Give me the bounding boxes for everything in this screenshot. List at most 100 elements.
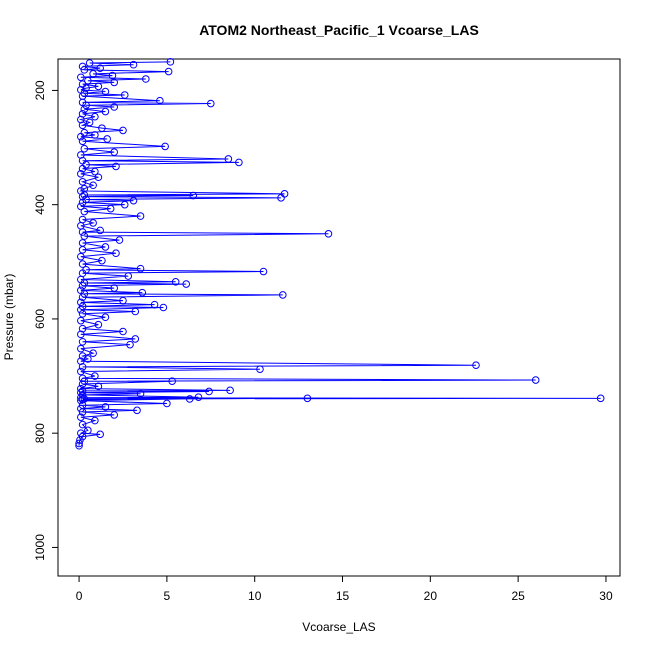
- data-point: [77, 202, 85, 211]
- data-point: [129, 196, 138, 205]
- data-point: [131, 335, 140, 343]
- data-point: [303, 394, 312, 403]
- data-point: [185, 395, 194, 403]
- data-point: [110, 284, 118, 292]
- data-point: [124, 272, 133, 280]
- data-point: [324, 230, 333, 238]
- data-point: [224, 155, 233, 163]
- data-point: [168, 377, 176, 386]
- data-point: [77, 344, 85, 353]
- data-point: [80, 144, 89, 153]
- data-point: [82, 84, 90, 92]
- data-point: [78, 260, 87, 268]
- y-axis: 200 400 600 800 1000: [33, 80, 59, 561]
- data-point: [189, 191, 198, 200]
- data-point: [91, 112, 99, 121]
- data-point: [101, 403, 110, 411]
- data-point: [80, 232, 89, 240]
- data-point: [77, 413, 85, 421]
- data-point: [150, 300, 159, 309]
- data-point: [78, 387, 87, 395]
- data-point: [80, 207, 89, 216]
- data-point: [94, 320, 103, 329]
- data-point: [596, 394, 605, 403]
- data-point: [78, 363, 87, 371]
- data-point: [89, 70, 97, 78]
- data-point: [161, 142, 169, 151]
- data-point: [235, 158, 243, 167]
- data-point: [77, 393, 85, 402]
- data-point: [77, 170, 85, 178]
- data-point: [106, 204, 115, 213]
- data-point: [84, 355, 92, 363]
- data-point: [531, 376, 540, 384]
- data-point: [96, 64, 104, 72]
- series-line: [78, 61, 601, 446]
- x-axis: 0 5 10 15 20 25 30: [76, 575, 613, 603]
- data-point: [119, 327, 127, 336]
- data-point: [101, 313, 110, 322]
- data-point: [77, 132, 85, 141]
- data-point: [108, 71, 117, 80]
- data-point: [277, 194, 285, 202]
- data-point: [129, 60, 138, 69]
- data-point: [136, 389, 145, 398]
- data-point: [78, 121, 87, 130]
- data-point: [98, 124, 106, 132]
- data-point: [80, 191, 89, 199]
- data-point: [77, 316, 85, 325]
- data-point: [77, 305, 85, 314]
- data-point: [78, 246, 87, 254]
- data-point: [78, 420, 87, 429]
- data-point: [84, 426, 92, 435]
- plot-area: [75, 58, 605, 450]
- data-point: [279, 291, 287, 299]
- data-point: [85, 59, 94, 67]
- data-point: [77, 73, 85, 82]
- data-point: [101, 107, 110, 116]
- data-point: [115, 236, 124, 244]
- data-point: [96, 226, 104, 235]
- data-point: [138, 288, 147, 297]
- data-point: [182, 280, 191, 288]
- x-tick-label: 20: [424, 589, 438, 603]
- chart-title: ATOM2 Northeast_Pacific_1 Vcoarse_LAS: [199, 22, 479, 38]
- data-point: [133, 406, 141, 415]
- x-tick-label: 15: [336, 589, 350, 603]
- data-point: [89, 181, 97, 190]
- data-point: [80, 66, 89, 74]
- data-point: [91, 416, 99, 425]
- data-point: [256, 365, 264, 374]
- data-point: [194, 393, 203, 401]
- x-tick-label: 5: [164, 589, 171, 603]
- data-point: [126, 340, 134, 349]
- data-point: [119, 296, 127, 305]
- data-point: [94, 82, 103, 91]
- data-point: [77, 252, 85, 261]
- data-point: [159, 303, 168, 312]
- data-point: [110, 411, 118, 419]
- data-point: [98, 256, 106, 265]
- data-point: [77, 298, 85, 307]
- data-point: [78, 178, 87, 186]
- data-point: [110, 103, 118, 111]
- data-point: [94, 173, 103, 182]
- data-point: [171, 278, 180, 286]
- data-point: [120, 200, 129, 209]
- data-point: [103, 135, 111, 143]
- data-point: [101, 87, 110, 96]
- y-tick-label: 800: [33, 423, 47, 443]
- data-point: [205, 387, 213, 396]
- y-tick-label: 400: [33, 194, 47, 214]
- data-point: [77, 396, 85, 405]
- data-point: [77, 330, 85, 339]
- data-point: [77, 367, 85, 376]
- x-tick-label: 25: [511, 589, 525, 603]
- data-point: [119, 126, 127, 135]
- data-point: [94, 382, 103, 391]
- data-point: [78, 395, 87, 404]
- data-point: [78, 164, 87, 173]
- data-point: [82, 101, 90, 110]
